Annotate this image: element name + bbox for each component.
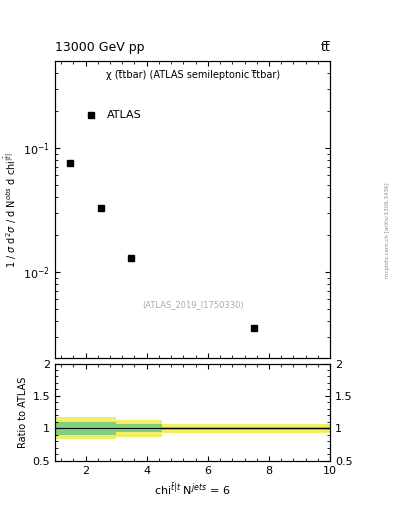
Text: 13000 GeV pp: 13000 GeV pp	[55, 41, 145, 54]
Text: ATLAS: ATLAS	[107, 110, 142, 120]
Text: tt̅: tt̅	[320, 41, 330, 54]
Text: (ATLAS_2019_I1750330): (ATLAS_2019_I1750330)	[142, 301, 243, 309]
Text: mcplots.cern.ch [arXiv:1306.3436]: mcplots.cern.ch [arXiv:1306.3436]	[385, 183, 389, 278]
Y-axis label: 1 / $\sigma$ d$^2$$\sigma$ / d N$^{obs}$ d chi$^{|\bar{t}|}$: 1 / $\sigma$ d$^2$$\sigma$ / d N$^{obs}$…	[3, 152, 19, 268]
Y-axis label: Ratio to ATLAS: Ratio to ATLAS	[18, 376, 28, 448]
X-axis label: chi$^{\bar{t}|t}$ N$^{jets}$ = 6: chi$^{\bar{t}|t}$ N$^{jets}$ = 6	[154, 481, 231, 497]
Text: χ (t̅tbar) (ATLAS semileptonic t̅tbar): χ (t̅tbar) (ATLAS semileptonic t̅tbar)	[105, 70, 280, 80]
